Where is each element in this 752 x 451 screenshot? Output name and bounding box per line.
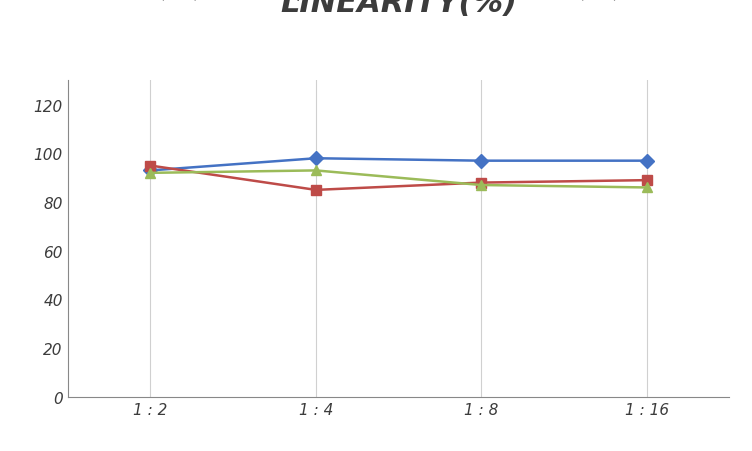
EDTA plasma (n=5)	[311, 188, 320, 193]
Line: EDTA plasma (n=5): EDTA plasma (n=5)	[146, 161, 651, 195]
Cell culture media (n=5)	[311, 168, 320, 174]
Line: Cell culture media (n=5): Cell culture media (n=5)	[146, 166, 651, 193]
Cell culture media (n=5)	[146, 171, 155, 176]
Serum (n=5)	[477, 159, 486, 164]
EDTA plasma (n=5)	[642, 178, 651, 184]
Serum (n=5)	[146, 168, 155, 174]
EDTA plasma (n=5)	[146, 163, 155, 169]
Title: LINEARITY(%): LINEARITY(%)	[280, 0, 517, 18]
Cell culture media (n=5)	[477, 183, 486, 189]
Serum (n=5)	[311, 156, 320, 161]
Cell culture media (n=5)	[642, 185, 651, 191]
EDTA plasma (n=5)	[477, 180, 486, 186]
Serum (n=5)	[642, 159, 651, 164]
Line: Serum (n=5): Serum (n=5)	[146, 154, 651, 176]
Legend: Serum (n=5), EDTA plasma (n=5), Cell culture media (n=5): Serum (n=5), EDTA plasma (n=5), Cell cul…	[74, 0, 620, 1]
